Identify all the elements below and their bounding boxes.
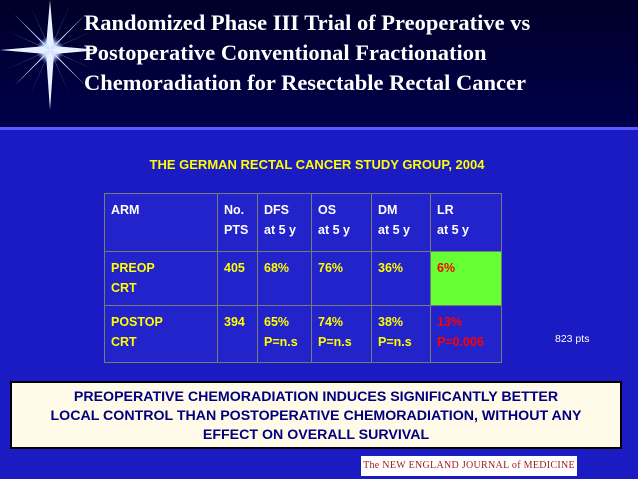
title-banner: Randomized Phase III Trial of Preoperati… — [0, 0, 638, 128]
header-cell-dm: DM at 5 y — [372, 194, 431, 252]
header-cell-dfs: DFS at 5 y — [258, 194, 312, 252]
table-row-preop: PREOP CRT 405 68% 76% 36% 6% — [105, 252, 502, 306]
cell-dm: 36% — [372, 252, 431, 306]
cell-os: 76% — [312, 252, 372, 306]
cell-dfs: 65% P=n.s — [258, 306, 312, 363]
header-cell-arm: ARM — [105, 194, 218, 252]
cell-no-pts: 394 — [218, 306, 258, 363]
cell-dm: 38% P=n.s — [372, 306, 431, 363]
cell-lr-highlight: 6% — [431, 252, 502, 306]
conclusion-line: PREOPERATIVE CHEMORADIATION INDUCES SIGN… — [12, 388, 620, 407]
title-line: Postoperative Conventional Fractionation — [84, 38, 634, 68]
header-divider — [0, 127, 638, 130]
results-table: ARM No. PTS DFS at 5 y OS at 5 y DM at 5… — [104, 193, 502, 363]
study-group-heading: THE GERMAN RECTAL CANCER STUDY GROUP, 20… — [0, 157, 638, 172]
table-header-row: ARM No. PTS DFS at 5 y OS at 5 y DM at 5… — [105, 194, 502, 252]
header-cell-os: OS at 5 y — [312, 194, 372, 252]
conclusion-box: PREOPERATIVE CHEMORADIATION INDUCES SIGN… — [10, 381, 622, 449]
title-line: Randomized Phase III Trial of Preoperati… — [84, 8, 634, 38]
slide-title: Randomized Phase III Trial of Preoperati… — [84, 8, 634, 98]
cell-lr: 13% P=0.006 — [431, 306, 502, 363]
cell-no-pts: 405 — [218, 252, 258, 306]
journal-logo: The NEW ENGLAND JOURNAL of MEDICINE — [361, 456, 577, 476]
table-row-postop: POSTOP CRT 394 65% P=n.s 74% P=n.s 38% P… — [105, 306, 502, 363]
header-cell-no-pts: No. PTS — [218, 194, 258, 252]
conclusion-line: EFFECT ON OVERALL SURVIVAL — [12, 426, 620, 445]
title-line: Chemoradiation for Resectable Rectal Can… — [84, 68, 634, 98]
cell-dfs: 68% — [258, 252, 312, 306]
header-cell-lr: LR at 5 y — [431, 194, 502, 252]
cell-arm: PREOP CRT — [105, 252, 218, 306]
patient-count-note: 823 pts — [555, 333, 589, 345]
study-group-text: THE GERMAN RECTAL CANCER STUDY GROUP, 20… — [150, 157, 485, 172]
cell-os: 74% P=n.s — [312, 306, 372, 363]
conclusion-line: LOCAL CONTROL THAN POSTOPERATIVE CHEMORA… — [12, 407, 620, 426]
cell-arm: POSTOP CRT — [105, 306, 218, 363]
